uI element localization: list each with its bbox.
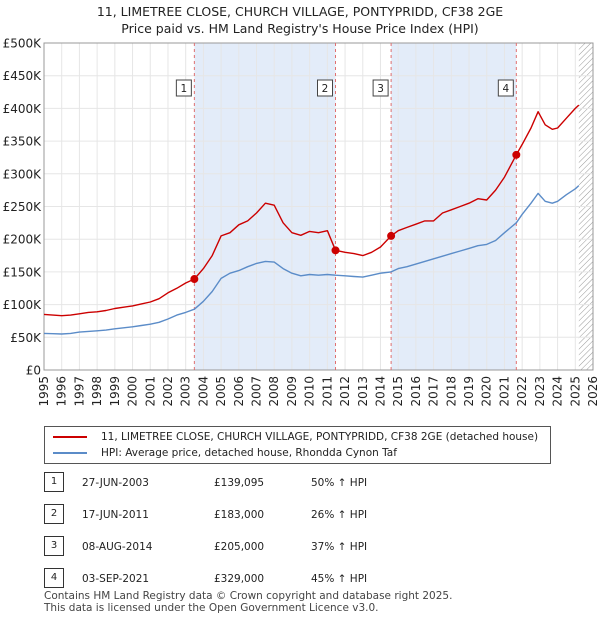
sale-hpi-change: 50% ↑ HPI <box>311 477 368 489</box>
chart-title-line-2: Price paid vs. HM Land Registry's House … <box>121 21 479 36</box>
chart-title-line-1: 11, LIMETREE CLOSE, CHURCH VILLAGE, PONT… <box>96 4 504 19</box>
sale-date: 08-AUG-2014 <box>82 541 153 553</box>
x-tick-label: 2000 <box>126 376 140 407</box>
x-tick-label: 2003 <box>179 376 193 407</box>
y-tick-label: £250K <box>3 200 43 214</box>
plot-border <box>43 42 594 371</box>
x-tick-label: 2007 <box>250 376 264 407</box>
sale-label-number: 1 <box>181 83 188 95</box>
x-tick-label: 1999 <box>108 376 122 407</box>
chart-legend: 11, LIMETREE CLOSE, CHURCH VILLAGE, PONT… <box>44 426 551 464</box>
y-tick-label: £500K <box>3 37 43 51</box>
sale-date: 03-SEP-2021 <box>82 573 150 585</box>
x-tick-label: 2014 <box>373 376 387 407</box>
x-tick-label: 1998 <box>90 376 104 407</box>
sale-hpi-change: 45% ↑ HPI <box>311 573 368 585</box>
x-tick-label: 2021 <box>497 376 511 407</box>
x-tick-label: 2026 <box>586 376 600 407</box>
footer-copyright: Contains HM Land Registry data © Crown c… <box>44 590 453 602</box>
legend-item-hpi: HPI: Average price, detached house, Rhon… <box>53 445 397 461</box>
sale-label-number: 3 <box>377 83 384 95</box>
sale-row: 3 08-AUG-2014 £205,000 37% ↑ HPI <box>44 536 464 558</box>
legend-swatch-property <box>53 436 87 438</box>
property-price-line <box>43 104 580 317</box>
sale-label-box <box>175 79 192 97</box>
x-tick-label: 2020 <box>480 376 494 407</box>
x-tick-label: 2019 <box>462 376 476 407</box>
sale-number-badge: 4 <box>44 568 64 588</box>
sale-label-number: 4 <box>502 83 509 95</box>
y-tick-label: £200K <box>3 233 43 247</box>
x-tick-label: 2017 <box>427 376 441 407</box>
sale-hpi-change: 37% ↑ HPI <box>311 541 368 553</box>
sale-label-box <box>317 79 334 97</box>
sale-label-box <box>372 79 389 97</box>
sale-number-badge: 3 <box>44 536 64 556</box>
x-tick-label: 1995 <box>37 376 51 407</box>
sale-price: £329,000 <box>214 573 265 585</box>
footer-licence: This data is licensed under the Open Gov… <box>44 602 379 614</box>
x-tick-label: 2005 <box>214 376 228 407</box>
y-tick-label: £50K <box>10 331 42 345</box>
legend-item-property: 11, LIMETREE CLOSE, CHURCH VILLAGE, PONT… <box>53 429 538 445</box>
x-tick-label: 2013 <box>356 376 370 407</box>
y-tick-label: £350K <box>3 135 43 149</box>
sale-label-number: 2 <box>322 83 329 95</box>
x-tick-label: 2024 <box>551 376 565 407</box>
sale-date: 17-JUN-2011 <box>82 509 149 521</box>
x-tick-label: 2001 <box>143 376 157 407</box>
y-tick-label: £150K <box>3 265 43 279</box>
legend-swatch-hpi <box>53 452 87 454</box>
x-tick-label: 2010 <box>303 376 317 407</box>
y-tick-label: £0 <box>26 364 41 378</box>
sale-number-badge: 1 <box>44 472 64 492</box>
y-tick-label: £400K <box>3 102 43 116</box>
x-tick-label: 2008 <box>267 376 281 407</box>
sale-price: £139,095 <box>214 477 265 489</box>
sale-price: £205,000 <box>214 541 265 553</box>
x-tick-label: 2025 <box>568 376 582 407</box>
x-tick-label: 2006 <box>232 376 246 407</box>
x-tick-label: 2002 <box>161 376 175 407</box>
x-tick-label: 2009 <box>285 376 299 407</box>
x-tick-label: 2023 <box>533 376 547 407</box>
x-tick-label: 2018 <box>444 376 458 407</box>
legend-label-property: 11, LIMETREE CLOSE, CHURCH VILLAGE, PONT… <box>101 431 539 443</box>
x-tick-label: 1996 <box>55 376 69 407</box>
legend-label-hpi: HPI: Average price, detached house, Rhon… <box>101 447 397 459</box>
sale-point <box>190 275 199 284</box>
sale-point <box>387 231 396 240</box>
hpi-line <box>43 185 580 335</box>
sale-row: 2 17-JUN-2011 £183,000 26% ↑ HPI <box>44 504 464 526</box>
footer-attribution: Contains HM Land Registry data © Crown c… <box>44 590 452 614</box>
x-tick-label: 2011 <box>320 376 334 407</box>
y-tick-label: £300K <box>3 167 43 181</box>
x-tick-label: 2012 <box>338 376 352 407</box>
sale-date: 27-JUN-2003 <box>82 477 149 489</box>
x-tick-label: 2015 <box>391 376 405 407</box>
sale-row: 4 03-SEP-2021 £329,000 45% ↑ HPI <box>44 568 464 590</box>
sale-number-badge: 2 <box>44 504 64 524</box>
sale-row: 1 27-JUN-2003 £139,095 50% ↑ HPI <box>44 472 464 494</box>
sale-label-box <box>497 79 514 97</box>
x-tick-label: 1997 <box>72 376 86 407</box>
y-tick-label: £100K <box>3 298 43 312</box>
x-tick-label: 2022 <box>515 376 529 407</box>
sale-price: £183,000 <box>214 509 265 521</box>
y-tick-label: £450K <box>3 69 43 83</box>
x-tick-label: 2016 <box>409 376 423 407</box>
sale-point <box>512 150 521 159</box>
sale-point <box>331 246 340 255</box>
sale-hpi-change: 26% ↑ HPI <box>311 509 368 521</box>
price-chart: 1 2 3 4 £0 £50K £100K £150K £200K £250K £300K £350K… <box>3 37 600 407</box>
x-tick-label: 2004 <box>196 376 210 407</box>
